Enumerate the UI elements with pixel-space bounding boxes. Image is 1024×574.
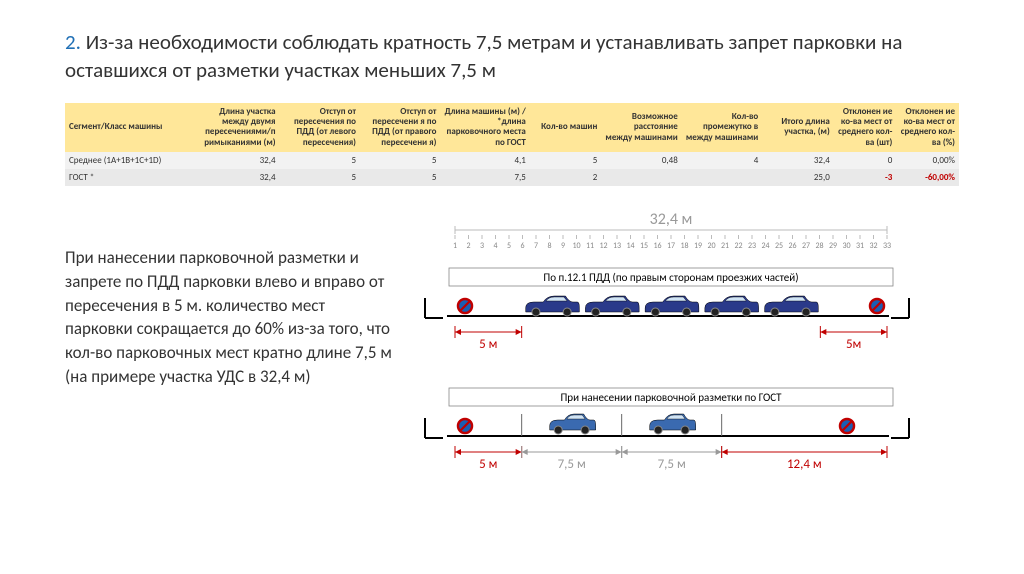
data-table: Сегмент/Класс машиныДлина участка между … — [65, 103, 959, 186]
table-cell: 2 — [530, 169, 602, 186]
svg-text:1: 1 — [453, 241, 457, 251]
table-header: Отклонен ие ко-ва мест от среднего кол-в… — [896, 103, 959, 152]
svg-text:28: 28 — [815, 241, 823, 251]
table-cell: Среднее (1A+1B+1C+1D) — [65, 152, 190, 169]
table-cell: 4 — [682, 152, 762, 169]
svg-text:5: 5 — [507, 241, 511, 251]
table-cell: 0 — [834, 152, 897, 169]
table-cell: 32,4 — [190, 152, 279, 169]
table-cell: 5 — [530, 152, 602, 169]
table-cell: 0,00% — [896, 152, 959, 169]
svg-text:23: 23 — [748, 241, 756, 251]
svg-text:21: 21 — [721, 241, 729, 251]
svg-text:32: 32 — [869, 241, 877, 251]
svg-text:По п.12.1 ПДД (по правым сторо: По п.12.1 ПДД (по правым сторонам проезж… — [543, 271, 798, 284]
table-row: Среднее (1A+1B+1C+1D)32,4554,150,48432,4… — [65, 152, 959, 169]
svg-text:32,4 м: 32,4 м — [650, 210, 693, 229]
table-header: Отклонен ие ко-ва мест от среднего кол-в… — [834, 103, 897, 152]
table-header: Длина участка между двумя пересечениями/… — [190, 103, 279, 152]
svg-text:12: 12 — [599, 241, 607, 251]
svg-text:24: 24 — [761, 241, 769, 251]
svg-text:3: 3 — [480, 241, 484, 251]
svg-text:11: 11 — [586, 241, 594, 251]
table-cell: 25,0 — [762, 169, 834, 186]
heading-text: Из-за необходимости соблюдать кратность … — [65, 29, 902, 83]
svg-text:26: 26 — [788, 241, 796, 251]
explanation-paragraph: При нанесении парковочной разметки и зап… — [65, 246, 395, 526]
table-header: Сегмент/Класс машины — [65, 103, 190, 152]
table-header: Возможное расстояние между машинами — [601, 103, 681, 152]
parking-diagram: 32,4 м1234567891011121314151617181920212… — [415, 206, 959, 526]
svg-text:29: 29 — [829, 241, 837, 251]
table-header: Итого длина участка, (м) — [762, 103, 834, 152]
svg-text:5 м: 5 м — [479, 457, 497, 472]
svg-text:6: 6 — [520, 241, 524, 251]
table-cell: 0,48 — [601, 152, 681, 169]
table-cell: 32,4 — [190, 169, 279, 186]
svg-text:20: 20 — [707, 241, 715, 251]
svg-text:13: 13 — [613, 241, 621, 251]
svg-text:30: 30 — [842, 241, 850, 251]
table-cell — [682, 169, 762, 186]
svg-text:12,4 м: 12,4 м — [787, 457, 822, 472]
table-header: Кол-во машин — [530, 103, 602, 152]
svg-text:19: 19 — [694, 241, 702, 251]
svg-text:9: 9 — [561, 241, 565, 251]
table-row: ГОСТ *32,4557,5225,0-3-60,00% — [65, 169, 959, 186]
table-cell: 5 — [280, 169, 360, 186]
svg-text:10: 10 — [572, 241, 580, 251]
svg-text:8: 8 — [547, 241, 551, 251]
svg-text:16: 16 — [653, 241, 661, 251]
svg-text:7,5 м: 7,5 м — [658, 457, 686, 472]
slide-heading: 2. Из-за необходимости соблюдать кратнос… — [65, 28, 959, 85]
svg-text:15: 15 — [640, 241, 648, 251]
table-cell: 4,1 — [440, 152, 529, 169]
table-header-row: Сегмент/Класс машиныДлина участка между … — [65, 103, 959, 152]
svg-text:При нанесении парковочной разм: При нанесении парковочной разметки по ГО… — [560, 391, 782, 404]
svg-text:17: 17 — [667, 241, 675, 251]
table-cell: 32,4 — [762, 152, 834, 169]
table-cell — [601, 169, 681, 186]
svg-text:7: 7 — [534, 241, 538, 251]
table-header: Отступ от пересечения по ПДД (от левого … — [280, 103, 360, 152]
svg-text:25: 25 — [775, 241, 783, 251]
table-cell: 5 — [280, 152, 360, 169]
svg-text:2: 2 — [466, 241, 470, 251]
svg-text:5м: 5м — [846, 337, 861, 352]
table-cell: -60,00% — [896, 169, 959, 186]
svg-text:14: 14 — [626, 241, 634, 251]
svg-text:18: 18 — [680, 241, 688, 251]
table-cell: -3 — [834, 169, 897, 186]
table-header: Отступ от пересечени я по ПДД (от правог… — [360, 103, 440, 152]
table-cell: ГОСТ * — [65, 169, 190, 186]
svg-text:5 м: 5 м — [479, 337, 497, 352]
table-cell: 7,5 — [440, 169, 529, 186]
table-cell: 5 — [360, 169, 440, 186]
svg-text:4: 4 — [493, 241, 497, 251]
table-header: Кол-во промежутко в между машинами — [682, 103, 762, 152]
table-cell: 5 — [360, 152, 440, 169]
svg-text:27: 27 — [802, 241, 810, 251]
heading-number: 2. — [65, 29, 81, 55]
svg-text:22: 22 — [734, 241, 742, 251]
table-header: Длина машины (м) / *длина парковочного м… — [440, 103, 529, 152]
svg-text:31: 31 — [856, 241, 864, 251]
svg-text:7,5 м: 7,5 м — [558, 457, 586, 472]
svg-text:33: 33 — [883, 241, 891, 251]
